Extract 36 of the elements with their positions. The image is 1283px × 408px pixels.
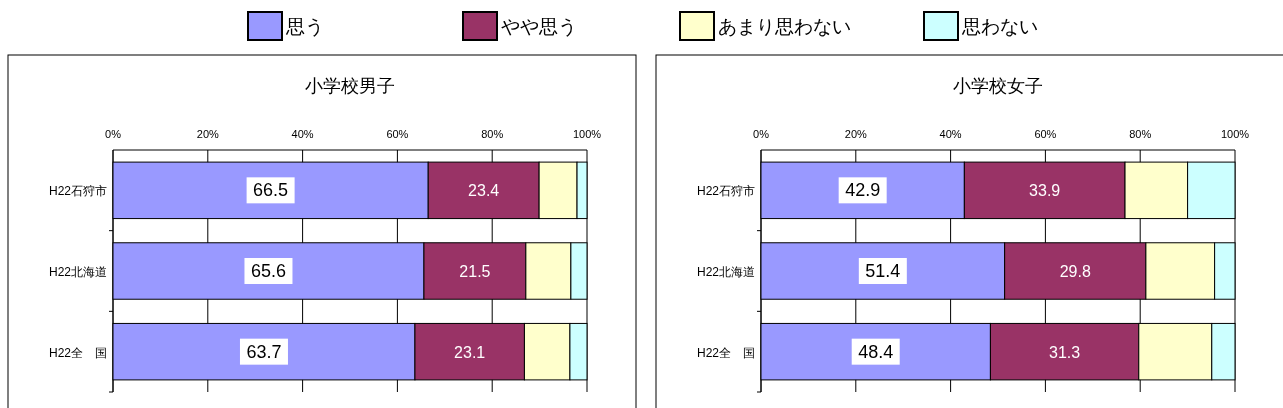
x-tick-label: 60% — [1034, 128, 1057, 140]
x-tick-label: 60% — [386, 128, 409, 140]
y-tick-label: H22石狩市 — [696, 184, 755, 199]
legend-label: 思う — [285, 16, 324, 37]
legend-label: あまり思わない — [718, 16, 851, 37]
x-tick-label: 80% — [481, 128, 504, 140]
x-tick-label: 0% — [753, 128, 770, 140]
data-label: 42.9 — [845, 180, 881, 201]
data-label: 33.9 — [1029, 182, 1061, 200]
legend-label: 思わない — [961, 16, 1038, 37]
x-tick-label: 20% — [196, 128, 220, 140]
chart-title: 小学校男子 — [305, 76, 395, 96]
x-tick-label: 100% — [1220, 128, 1250, 140]
data-label: 31.3 — [1049, 343, 1081, 361]
x-tick-label: 80% — [1129, 128, 1152, 140]
x-tick-label: 0% — [105, 128, 122, 140]
data-label: 48.4 — [858, 341, 894, 362]
x-tick-label: 40% — [291, 128, 314, 140]
y-tick-label: H22北海道 — [48, 265, 107, 279]
chart-title: 小学校女子 — [953, 76, 1043, 96]
y-tick-label: H22石狩市 — [48, 184, 107, 199]
x-tick-label: 20% — [844, 128, 868, 140]
data-label: 63.7 — [246, 341, 282, 362]
y-tick-label: H22全 国 — [48, 345, 107, 360]
x-tick-label: 100% — [572, 128, 602, 140]
y-tick-label: H22全 国 — [696, 345, 755, 360]
data-label: 66.5 — [253, 180, 289, 201]
data-label: 29.8 — [1059, 263, 1091, 280]
y-tick-label: H22北海道 — [696, 265, 755, 279]
data-label: 23.1 — [454, 343, 486, 361]
x-tick-label: 40% — [939, 128, 962, 140]
legend-label: やや思う — [501, 16, 577, 37]
data-label: 51.4 — [865, 261, 901, 281]
data-label: 65.6 — [250, 261, 286, 281]
data-label: 21.5 — [459, 263, 491, 280]
data-label: 23.4 — [468, 182, 500, 200]
